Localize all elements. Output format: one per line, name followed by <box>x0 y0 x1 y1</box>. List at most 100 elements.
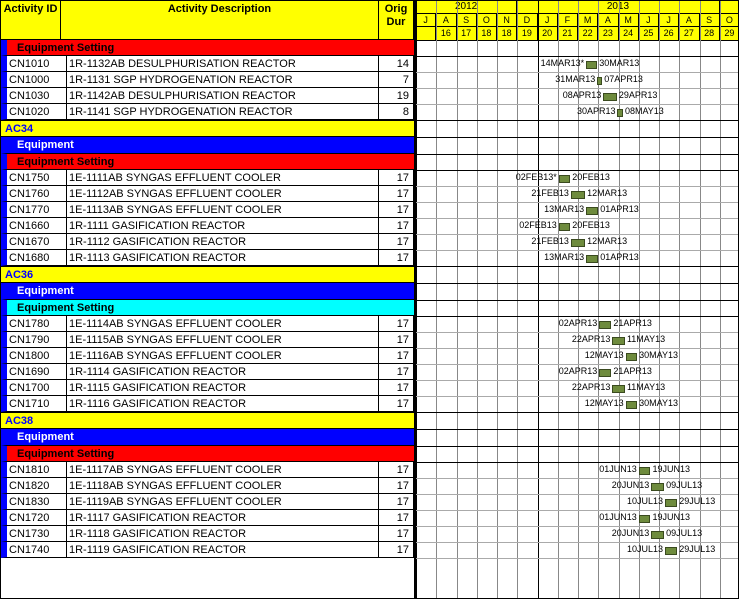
cell-dur: 17 <box>379 316 414 331</box>
table-row[interactable]: CN18101E-1117AB SYNGAS EFFLUENT COOLER17 <box>1 462 414 478</box>
cell-id: CN1770 <box>7 202 67 217</box>
gantt-bar[interactable] <box>571 191 585 199</box>
section-red[interactable]: Equipment Setting <box>1 446 414 462</box>
day-cell: 16 <box>436 27 456 40</box>
gantt-bar[interactable] <box>665 547 677 555</box>
cell-desc: 1R-1116 GASIFICATION REACTOR <box>67 396 379 411</box>
gantt-bar[interactable] <box>639 467 651 475</box>
cell-desc: 1R-1119 GASIFICATION REACTOR <box>67 542 379 557</box>
gantt-row: 10JUL1329JUL13 <box>416 543 738 559</box>
gantt-bar[interactable] <box>639 515 651 523</box>
section-yellow[interactable]: AC36 <box>1 266 414 283</box>
table-row[interactable]: CN17501E-1111AB SYNGAS EFFLUENT COOLER17 <box>1 170 414 186</box>
section-yellow[interactable]: AC38 <box>1 412 414 429</box>
gantt-row: 02FEB13*20FEB13 <box>416 171 738 187</box>
table-row[interactable]: CN17801E-1114AB SYNGAS EFFLUENT COOLER17 <box>1 316 414 332</box>
table-row[interactable]: CN17201R-1117 GASIFICATION REACTOR17 <box>1 510 414 526</box>
gantt-bar[interactable] <box>586 61 597 69</box>
table-row[interactable]: CN16601R-1111 GASIFICATION REACTOR17 <box>1 218 414 234</box>
cell-id: CN1780 <box>7 316 67 331</box>
bar-label-start: 13MAR13 <box>544 252 586 262</box>
table-row[interactable]: CN17101R-1116 GASIFICATION REACTOR17 <box>1 396 414 412</box>
gantt-bar[interactable] <box>599 321 611 329</box>
section-yellow[interactable]: AC34 <box>1 120 414 137</box>
cell-desc: 1E-1113AB SYNGAS EFFLUENT COOLER <box>67 202 379 217</box>
table-row[interactable]: CN16801R-1113 GASIFICATION REACTOR17 <box>1 250 414 266</box>
bar-label-start: 31MAR13 <box>555 74 597 84</box>
table-row[interactable]: CN18301E-1119AB SYNGAS EFFLUENT COOLER17 <box>1 494 414 510</box>
gantt-row: 31MAR1307APR13 <box>416 73 738 89</box>
table-row[interactable]: CN17401R-1119 GASIFICATION REACTOR17 <box>1 542 414 558</box>
hdr-desc: Activity Description <box>61 1 379 39</box>
cell-desc: 1E-1116AB SYNGAS EFFLUENT COOLER <box>67 348 379 363</box>
bar-label-end: 12MAR13 <box>585 188 627 198</box>
table-row[interactable]: CN10001R-1131 SGP HYDROGENATION REACTOR7 <box>1 72 414 88</box>
gantt-bar[interactable] <box>651 531 664 539</box>
table-row[interactable]: CN10101R-1132AB DESULPHURISATION REACTOR… <box>1 56 414 72</box>
table-row[interactable]: CN18201E-1118AB SYNGAS EFFLUENT COOLER17 <box>1 478 414 494</box>
section-cyan[interactable]: Equipment Setting <box>1 300 414 316</box>
table-row[interactable]: CN18001E-1116AB SYNGAS EFFLUENT COOLER17 <box>1 348 414 364</box>
month-cell: J <box>659 14 679 26</box>
bar-label-end: 30MAR13 <box>597 58 639 68</box>
table-row[interactable]: CN17701E-1113AB SYNGAS EFFLUENT COOLER17 <box>1 202 414 218</box>
gantt-bar[interactable] <box>559 223 571 231</box>
cell-dur: 17 <box>379 250 414 265</box>
gantt-bar[interactable] <box>651 483 664 491</box>
day-cell: 17 <box>457 27 477 40</box>
cell-id: CN1690 <box>7 364 67 379</box>
section-red[interactable]: Equipment Setting <box>1 40 414 56</box>
bar-label-end: 20FEB13 <box>570 172 610 182</box>
bar-label-end: 12MAR13 <box>585 236 627 246</box>
gantt-bar[interactable] <box>626 401 638 409</box>
cell-desc: 1R-1115 GASIFICATION REACTOR <box>67 380 379 395</box>
gantt-row: 13MAR13 01APR13 <box>416 251 738 267</box>
table-row[interactable]: CN16901R-1114 GASIFICATION REACTOR17 <box>1 364 414 380</box>
table-row[interactable]: CN17001R-1115 GASIFICATION REACTOR17 <box>1 380 414 396</box>
section-red[interactable]: Equipment Setting <box>1 154 414 170</box>
table-row[interactable]: CN17901E-1115AB SYNGAS EFFLUENT COOLER17 <box>1 332 414 348</box>
month-cell: D <box>517 14 537 26</box>
cell-desc: 1R-1117 GASIFICATION REACTOR <box>67 510 379 525</box>
cell-desc: 1E-1112AB SYNGAS EFFLUENT COOLER <box>67 186 379 201</box>
bar-label-end: 19JUN13 <box>650 512 690 522</box>
bar-label-start: 13MAR13 <box>544 204 586 214</box>
gantt-bar[interactable] <box>586 255 598 263</box>
day-cell: 24 <box>619 27 639 40</box>
gantt-row: 12MAY1330MAY13 <box>416 349 738 365</box>
cell-dur: 17 <box>379 494 414 509</box>
bar-label-end: 01APR13 <box>598 252 639 262</box>
gantt-bar[interactable] <box>626 353 638 361</box>
table-row[interactable]: CN10301R-1142AB DESULPHURISATION REACTOR… <box>1 88 414 104</box>
table-row[interactable]: CN10201R-1141 SGP HYDROGENATION REACTOR8 <box>1 104 414 120</box>
cell-desc: 1R-1118 GASIFICATION REACTOR <box>67 526 379 541</box>
table-row[interactable]: CN16701R-1112 GASIFICATION REACTOR17 <box>1 234 414 250</box>
day-cell: 18 <box>477 27 497 40</box>
gantt-bar[interactable] <box>586 207 598 215</box>
cell-dur: 17 <box>379 234 414 249</box>
cell-id: CN1030 <box>7 88 67 103</box>
cell-dur: 17 <box>379 380 414 395</box>
section-blue[interactable]: Equipment <box>1 137 414 154</box>
section-blue[interactable]: Equipment <box>1 283 414 300</box>
gantt-bar[interactable] <box>599 369 611 377</box>
gantt-bar[interactable] <box>665 499 677 507</box>
gantt-bar[interactable] <box>603 93 617 101</box>
gantt-bar[interactable] <box>571 239 585 247</box>
bar-label-start: 30APR13 <box>577 106 618 116</box>
table-row[interactable]: CN17601E-1112AB SYNGAS EFFLUENT COOLER17 <box>1 186 414 202</box>
gantt-row: 21FEB1312MAR13 <box>416 235 738 251</box>
section-blue[interactable]: Equipment <box>1 429 414 446</box>
gantt-bar[interactable] <box>612 337 625 345</box>
table-row[interactable]: CN17301R-1118 GASIFICATION REACTOR17 <box>1 526 414 542</box>
bar-label-start: 21FEB13 <box>531 188 571 198</box>
hdr-id: Activity ID <box>1 1 61 39</box>
month-cell: N <box>497 14 517 26</box>
cell-id: CN1820 <box>7 478 67 493</box>
bar-label-start: 08APR13 <box>563 90 604 100</box>
gantt-bar[interactable] <box>559 175 571 183</box>
gantt-bar[interactable] <box>612 385 625 393</box>
cell-id: CN1720 <box>7 510 67 525</box>
month-cell: A <box>436 14 456 26</box>
cell-dur: 17 <box>379 202 414 217</box>
